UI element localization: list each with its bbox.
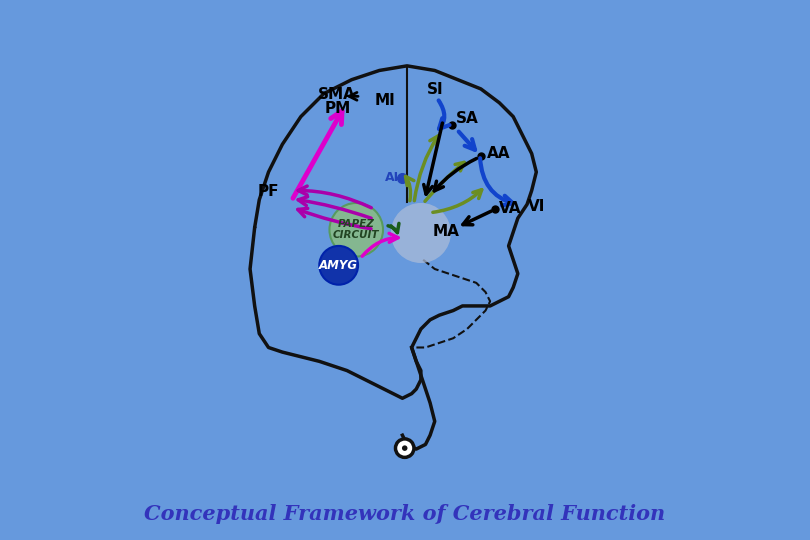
Text: MI: MI — [375, 93, 396, 108]
Text: AMYG: AMYG — [319, 259, 358, 272]
Circle shape — [402, 446, 407, 451]
Text: PAPEZ: PAPEZ — [338, 219, 375, 229]
Text: CIRCUIT: CIRCUIT — [333, 230, 380, 240]
Circle shape — [319, 246, 358, 285]
Circle shape — [330, 203, 383, 256]
Text: Conceptual Framework of Cerebral Function: Conceptual Framework of Cerebral Functio… — [144, 504, 666, 524]
Text: VA: VA — [499, 200, 522, 215]
Text: AA: AA — [487, 146, 510, 161]
Text: SA: SA — [455, 111, 478, 126]
Text: VI: VI — [528, 199, 545, 214]
Text: AI: AI — [385, 171, 399, 184]
Circle shape — [391, 203, 451, 263]
Text: PM: PM — [325, 101, 351, 116]
Text: SI: SI — [428, 83, 444, 97]
Text: PF: PF — [258, 184, 279, 199]
Text: SMA: SMA — [318, 87, 356, 102]
Circle shape — [395, 439, 414, 457]
Text: MA: MA — [433, 224, 459, 239]
